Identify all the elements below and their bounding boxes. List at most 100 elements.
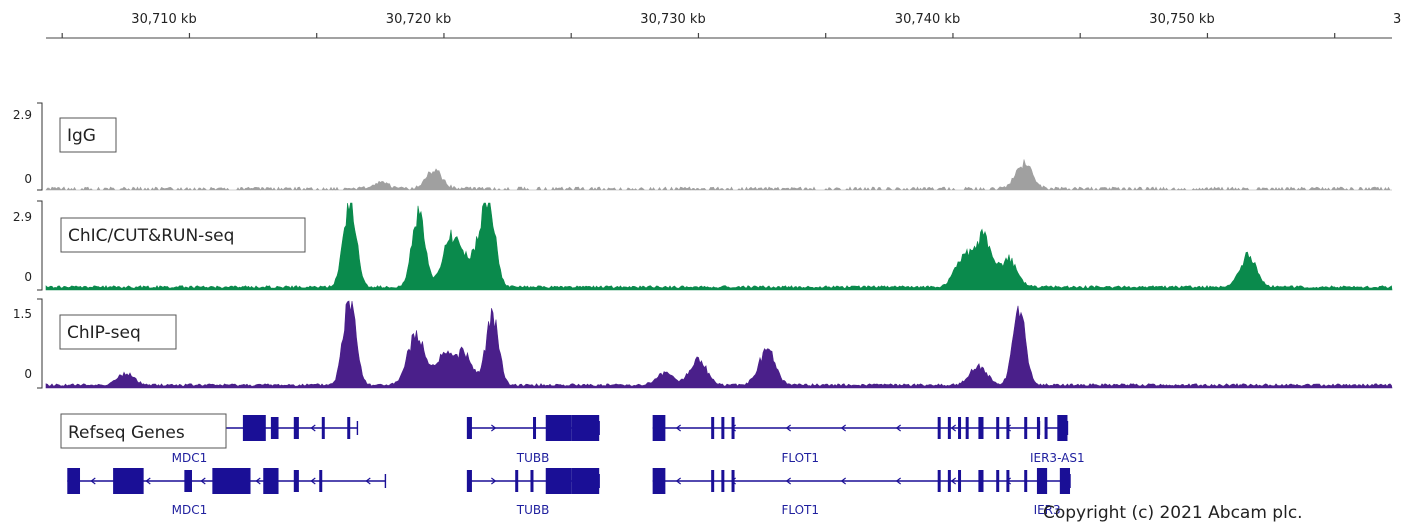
exon [293,470,299,492]
gene-flot1[interactable]: FLOT1 [652,415,1041,465]
exon [652,468,666,494]
gene-label: TUBB [516,503,550,517]
exon [1036,468,1048,494]
gene-row: MDC1 TUBB FLOT1 IER3 [67,468,1071,517]
scale-bracket [37,102,43,191]
gene-tubb[interactable]: TUBB [466,468,600,517]
strand-arrow [950,424,956,432]
exon [533,417,537,439]
exon [545,468,572,494]
refseq-genes-track: MDC1 TUBB FLOT1 IER3-AS1 MDC1 TUBB FLOT1 IER3 Re… [60,413,1085,517]
exon [947,470,951,492]
gene-label: IER3 [1034,503,1061,517]
exon [1059,468,1071,494]
exon [270,417,279,439]
scale-min-label: 0 [24,367,32,381]
exon [947,417,951,439]
track-label-text: ChIP-seq [67,323,141,343]
gene-label: IER3-AS1 [1030,451,1085,465]
track-label-text: ChIC/CUT&RUN-seq [68,226,234,246]
exon [937,470,941,492]
track-igg: 2.9 0 IgG [13,102,1392,191]
gene-label: TUBB [516,451,550,465]
exon [1044,417,1048,439]
gene-tubb[interactable]: TUBB [466,415,600,465]
exon [184,470,192,492]
exon [1036,417,1040,439]
ruler-tick-label: 30,730 kb [640,12,705,27]
exon [978,417,984,439]
track-label-text: IgG [67,126,96,146]
exon [711,417,715,439]
strand-arrow [950,477,956,485]
exon [571,415,600,441]
gene-label: FLOT1 [781,451,819,465]
track-chip-seq: 1.5 0 ChIP-seq [13,298,1393,389]
exon [466,470,472,492]
strand-arrow [840,477,846,485]
exon [652,415,666,441]
track-label: IgG [59,117,117,153]
strand-arrow [255,477,261,485]
strand-arrow [365,477,371,485]
ruler-tick-label: 30,740 kb [895,12,960,27]
exon [1006,470,1010,492]
exon [996,470,1000,492]
strand-arrow [491,477,497,485]
signal-area [45,159,1392,191]
strand-arrow [785,424,791,432]
exon [731,470,735,492]
exon [937,417,941,439]
genomic-ruler: 30,710 kb 30,720 kb 30,730 kb 30,740 kb 30,7… [46,12,1401,39]
strand-arrow [785,477,791,485]
strand-arrow [310,477,316,485]
exon [965,417,969,439]
strand-arrow [840,424,846,432]
strand-arrow [895,477,901,485]
exon [293,417,299,439]
scale-max-label: 2.9 [13,108,32,122]
exon [347,417,351,439]
exon [721,470,725,492]
exon [515,470,519,492]
strand-arrow [675,424,681,432]
exon [1024,470,1028,492]
track-chic-cut-run-seq: 2.9 0 ChIC/CUT&RUN-seq [13,200,1393,291]
gene-flot1[interactable]: FLOT1 [652,468,1041,517]
scale-bracket [37,200,43,291]
gene-mdc1[interactable]: MDC1 [67,468,387,517]
gene-ier3-as1[interactable]: IER3-AS1 [1030,415,1085,465]
exon [1057,415,1068,441]
exon [545,415,572,441]
gene-ier3[interactable]: IER3 [1034,468,1071,517]
gene-label: MDC1 [172,451,208,465]
scale-max-label: 1.5 [13,307,32,321]
exon [466,417,472,439]
signal-area [45,202,1393,291]
strand-arrow [90,477,96,485]
exon [978,470,984,492]
strand-arrow [491,424,497,432]
track-label-text: Refseq Genes [68,423,185,443]
exon [958,417,962,439]
exon [212,468,251,494]
exon [321,417,325,439]
strand-arrow [310,424,316,432]
scale-bracket [37,298,43,389]
exon [1006,417,1010,439]
track-label-refseq-genes: Refseq Genes [60,413,227,449]
exon [113,468,144,494]
exon [958,470,962,492]
gene-label: MDC1 [172,503,208,517]
ruler-tick-label: 30,750 kb [1149,12,1214,27]
exon [319,470,323,492]
ruler-tick-label: 30,720 kb [386,12,451,27]
ruler-tick-label-partial: 3 [1393,12,1401,27]
exon [711,470,715,492]
exon [731,417,735,439]
track-label: ChIC/CUT&RUN-seq [60,217,306,253]
strand-arrow [200,477,206,485]
track-label: ChIP-seq [59,314,177,350]
scale-max-label: 2.9 [13,210,32,224]
